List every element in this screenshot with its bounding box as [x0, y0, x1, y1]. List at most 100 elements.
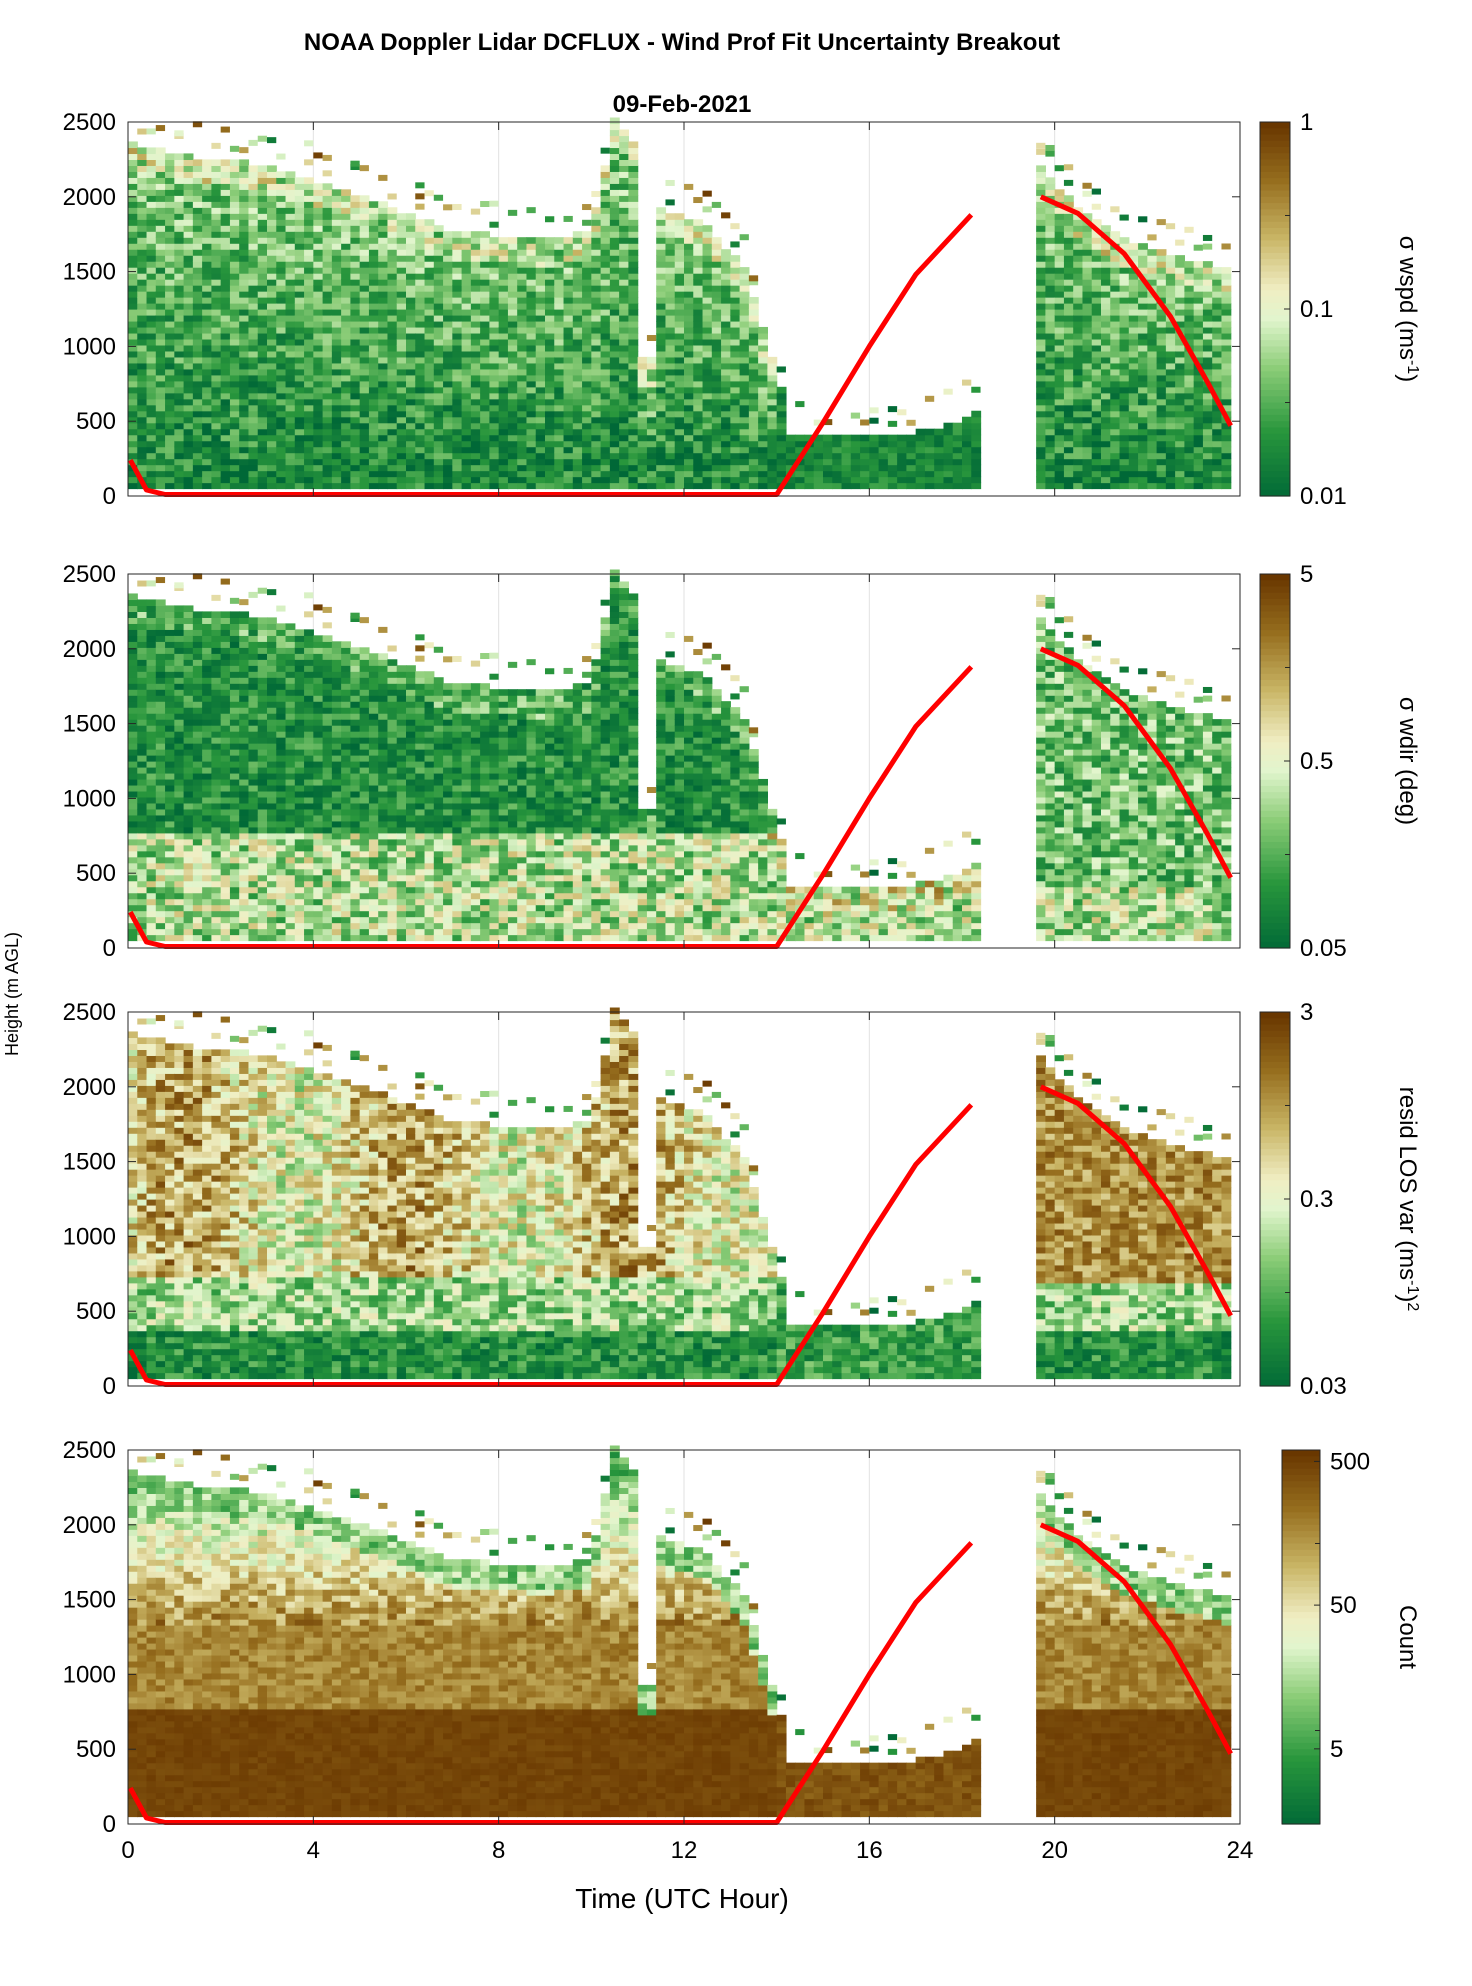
heatmap-cell: [220, 386, 231, 394]
heatmap-cell: [137, 452, 148, 460]
heatmap-cell: [248, 213, 259, 220]
heatmap-cell: [609, 464, 620, 472]
heatmap-cell: [489, 297, 500, 304]
heatmap-cell: [628, 368, 639, 376]
heatmap-cell: [721, 332, 731, 340]
heatmap-cell: [693, 267, 704, 274]
heatmap-cell: [1128, 356, 1139, 364]
heatmap-cell: [554, 303, 565, 310]
heatmap-cell: [461, 338, 472, 346]
heatmap-cell: [341, 482, 351, 490]
heatmap-cell: [165, 922, 175, 930]
heatmap-cell: [971, 482, 982, 490]
heatmap-cell: [331, 201, 342, 208]
heatmap-cell: [665, 320, 676, 328]
heatmap-cell: [572, 309, 583, 316]
heatmap-cell: [378, 249, 389, 256]
heatmap-cell: [572, 386, 583, 394]
heatmap-cell: [294, 285, 305, 292]
heatmap-cell: [239, 171, 250, 178]
heatmap-cell: [962, 434, 972, 442]
heatmap-cell: [183, 856, 194, 864]
colorbar-swatch: [1260, 227, 1290, 235]
heatmap-cell: [721, 380, 731, 388]
heatmap-cell: [155, 446, 166, 454]
heatmap-cell: [609, 141, 620, 149]
heatmap-cell: [591, 356, 602, 364]
heatmap-cell: [1045, 243, 1056, 250]
heatmap-cell: [368, 386, 379, 394]
heatmap-cell: [155, 404, 166, 412]
heatmap-cell: [331, 410, 342, 418]
heatmap-cell: [1110, 279, 1121, 286]
heatmap-cell: [128, 683, 138, 690]
heatmap-cell: [535, 291, 546, 298]
heatmap-cell: [202, 428, 212, 436]
heatmap-cell: [368, 249, 379, 256]
heatmap-cell: [1156, 458, 1167, 466]
heatmap-cell: [137, 249, 148, 256]
heatmap-cell: [128, 772, 138, 780]
heatmap-cell: [276, 428, 287, 436]
heatmap-cell: [1091, 434, 1102, 442]
heatmap-cell: [665, 297, 676, 304]
colorbar-swatch: [1260, 203, 1290, 210]
heatmap-cell: [1147, 338, 1158, 346]
heatmap-cell: [220, 225, 231, 232]
heatmap-cell: [239, 213, 250, 220]
heatmap-cell: [350, 279, 361, 286]
heatmap-cell: [1147, 332, 1158, 340]
heatmap-cell: [137, 826, 148, 834]
heatmap-cell: [684, 404, 694, 412]
heatmap-cell: [693, 446, 704, 454]
heatmap-cell: [137, 416, 148, 424]
heatmap-cell: [646, 356, 657, 364]
heatmap-cell: [165, 761, 175, 768]
heatmap-cell: [1073, 356, 1084, 364]
heatmap-cell: [257, 362, 268, 370]
heatmap-cell: [1193, 386, 1204, 394]
heatmap-cell: [563, 267, 574, 274]
heatmap-cell: [721, 273, 731, 280]
heatmap-cell: [183, 356, 194, 364]
heatmap-cell: [211, 255, 222, 262]
heatmap-cell: [693, 326, 704, 334]
heatmap-cell: [331, 231, 342, 238]
heatmap-cell: [498, 392, 509, 400]
heatmap-cell: [1156, 338, 1167, 346]
heatmap-cell: [165, 784, 175, 792]
heatmap-cell: [711, 303, 722, 310]
heatmap-cell: [452, 476, 463, 484]
heatmap-cell: [267, 446, 277, 454]
heatmap-cell: [1147, 314, 1158, 322]
heatmap-cell: [1156, 434, 1167, 442]
heatmap-cell: [165, 482, 175, 490]
heatmap-cell: [248, 482, 259, 490]
heatmap-cell: [211, 452, 222, 460]
heatmap-cell: [609, 159, 620, 166]
colorbar-swatch: [1260, 140, 1290, 148]
heatmap-cell: [183, 183, 194, 190]
heatmap-cell: [628, 279, 639, 286]
heatmap-cell: [702, 458, 713, 466]
heatmap-cell: [1193, 273, 1204, 280]
heatmap-cell: [1110, 392, 1121, 400]
heatmap-cell: [480, 231, 490, 238]
heatmap-cell: [174, 165, 185, 172]
heatmap-cell: [137, 850, 148, 858]
heatmap-cell: [526, 285, 537, 292]
heatmap-cell: [665, 368, 676, 376]
heatmap-cell: [248, 434, 259, 442]
heatmap-cell: [155, 916, 166, 924]
heatmap-cell: [155, 177, 166, 184]
colorbar-swatch: [1260, 408, 1290, 416]
heatmap-cell: [748, 275, 759, 282]
heatmap-cell: [378, 380, 389, 388]
heatmap-cell: [711, 338, 722, 346]
heatmap-cell: [304, 482, 314, 490]
heatmap-cell: [387, 273, 398, 280]
heatmap-cell: [276, 398, 287, 406]
heatmap-cell: [591, 279, 602, 286]
heatmap-cell: [294, 392, 305, 400]
heatmap-cell: [646, 446, 657, 454]
